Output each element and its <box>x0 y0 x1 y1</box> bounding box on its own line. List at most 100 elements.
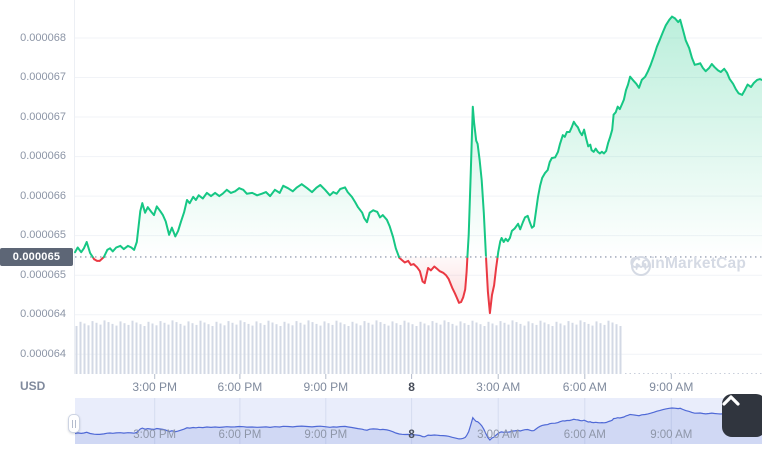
volume-bar <box>523 325 526 374</box>
volume-bar <box>171 320 174 374</box>
coinmarketcap-watermark: CoinMarketCap <box>630 255 746 276</box>
volume-bar <box>619 326 622 374</box>
volume-bar <box>459 321 462 374</box>
volume-bar <box>211 326 214 374</box>
volume-bar <box>519 323 522 374</box>
volume-bar <box>371 324 374 374</box>
volume-bar <box>403 320 406 374</box>
volume-bar <box>467 324 470 374</box>
scroll-to-top-button[interactable] <box>722 394 762 437</box>
x-tick-label: 9:00 AM <box>649 380 694 394</box>
volume-bar <box>311 322 314 374</box>
y-tick-label: 0.000065 <box>20 268 66 281</box>
volume-bar <box>355 323 358 374</box>
y-tick-label: 0.000065 <box>20 229 66 242</box>
navigator-area <box>75 408 762 444</box>
volume-bar <box>147 321 150 374</box>
volume-bar <box>127 324 130 374</box>
volume-bar <box>527 321 530 374</box>
volume-bar <box>143 326 146 374</box>
volume-bar <box>183 325 186 374</box>
volume-bar <box>439 324 442 374</box>
volume-bar <box>111 323 114 374</box>
volume-bar <box>239 320 242 374</box>
volume-bar <box>203 322 206 374</box>
y-tick-label: 0.000067 <box>20 110 66 123</box>
volume-bar <box>499 321 502 374</box>
navigator-tick-label: 8 <box>408 429 415 441</box>
volume-bar <box>275 324 278 374</box>
volume-bar <box>391 321 394 374</box>
volume-bar <box>475 322 478 374</box>
volume-bar <box>155 325 158 374</box>
volume-bar <box>543 322 546 374</box>
volume-bar <box>407 322 410 374</box>
navigator-left-handle[interactable] <box>68 414 80 433</box>
volume-bar <box>503 322 506 374</box>
volume-bar <box>363 321 366 374</box>
volume-bar <box>611 322 614 374</box>
y-tick-label: 0.000067 <box>20 71 66 83</box>
volume-bar <box>279 326 282 374</box>
volume-bar <box>379 322 382 374</box>
volume-bar <box>179 323 182 374</box>
volume-bar <box>327 323 330 374</box>
volume-bar <box>227 321 230 374</box>
volume-bar <box>151 323 154 374</box>
volume-bar <box>487 321 490 374</box>
navigator-tick-label: 3:00 PM <box>133 429 177 441</box>
volume-bar <box>99 324 102 374</box>
volume-bar <box>303 324 306 374</box>
area-fill-up <box>75 16 762 257</box>
navigator-tick-label: 6:00 AM <box>563 429 606 441</box>
navigator-tick-label: 9:00 PM <box>304 429 348 441</box>
volume-bar <box>387 325 390 374</box>
x-tick-label: 3:00 PM <box>132 380 178 394</box>
volume-bar <box>291 325 294 374</box>
navigator-tick-label: 9:00 AM <box>650 429 693 441</box>
navigator-background[interactable] <box>75 398 762 444</box>
navigator-tick-label: 6:00 PM <box>218 429 262 441</box>
volume-bar <box>267 320 270 374</box>
volume-bar <box>359 325 362 374</box>
navigator-line <box>74 407 762 441</box>
volume-bar <box>199 320 202 374</box>
volume-bar <box>247 323 250 374</box>
volume-bar <box>343 324 346 374</box>
volume-bar <box>319 325 322 374</box>
chevron-up-icon <box>722 395 740 406</box>
volume-bar <box>419 321 422 374</box>
y-tick-label: 0.000068 <box>20 31 66 44</box>
volume-bar <box>507 324 510 374</box>
volume-bar <box>119 321 122 374</box>
volume-bar <box>563 325 566 374</box>
volume-bar <box>347 326 350 374</box>
volume-bar <box>103 320 106 374</box>
volume-bar <box>135 322 138 374</box>
volume-bar <box>295 321 298 374</box>
volume-bar <box>95 322 98 374</box>
volume-bar <box>599 323 602 374</box>
volume-bar <box>547 324 550 374</box>
volume-bar <box>243 322 246 374</box>
volume-bar <box>559 323 562 374</box>
volume-bar <box>231 322 234 374</box>
volume-bar <box>367 322 370 374</box>
volume-bar <box>435 322 438 374</box>
volume-bar <box>339 322 342 374</box>
volume-bar <box>123 323 126 374</box>
volume-bar <box>483 326 486 374</box>
volume-bar <box>87 325 90 374</box>
volume-bar <box>335 320 338 374</box>
volume-bar <box>411 324 414 374</box>
volume-bar <box>283 321 286 374</box>
volume-bar <box>191 323 194 374</box>
volume-bar <box>263 324 266 374</box>
price-line-up <box>74 15 762 258</box>
y-tick-label: 0.000066 <box>20 150 66 163</box>
y-tick-label: 0.000064 <box>20 347 66 360</box>
volume-bar <box>571 322 574 374</box>
volume-bar <box>423 323 426 374</box>
